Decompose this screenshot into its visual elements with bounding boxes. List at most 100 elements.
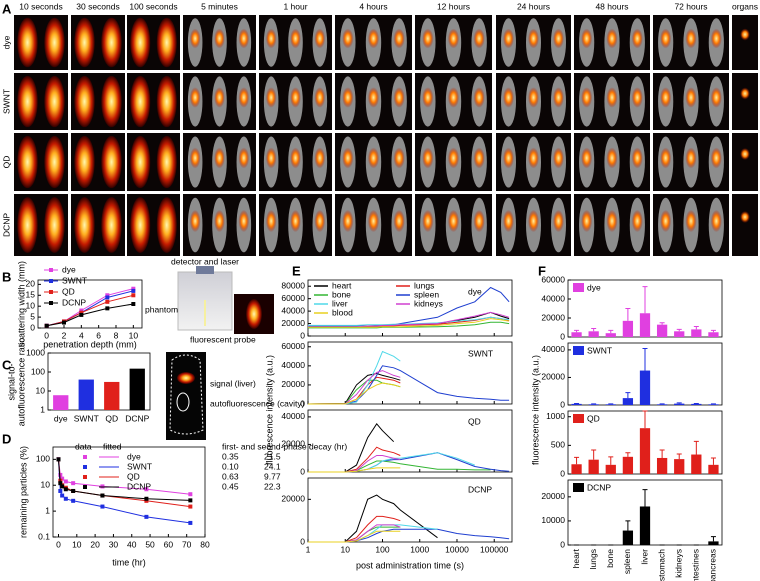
mouse-signal	[581, 147, 593, 169]
legend-marker	[83, 455, 87, 459]
table-cell: 0.10	[222, 461, 239, 471]
series-line	[308, 321, 510, 329]
mouse-signal	[189, 147, 201, 169]
mouse-signal	[393, 147, 405, 169]
series-line	[308, 467, 401, 473]
series-line	[308, 494, 438, 543]
bar	[708, 404, 719, 405]
legend-marker	[49, 290, 53, 294]
series-line	[308, 311, 510, 328]
x-tick-label: 20	[90, 539, 100, 549]
mouse-signal	[393, 28, 405, 49]
x-tick-label: kidneys	[673, 549, 683, 578]
column-label: 12 hours	[437, 1, 470, 11]
error-bar	[693, 440, 699, 455]
marker	[188, 492, 193, 497]
x-tick-label: 50	[145, 539, 155, 549]
legend-marker	[83, 475, 87, 479]
mouse-signal	[528, 147, 539, 169]
panel-letter: D	[2, 431, 11, 446]
x-tick-label: 40	[127, 539, 137, 549]
mouse-glow	[17, 135, 38, 189]
mouse-signal	[314, 87, 326, 108]
mouse-signal	[710, 87, 722, 108]
mouse-signal	[503, 209, 514, 233]
x-tick-label: 0	[56, 539, 61, 549]
series-line	[307, 365, 510, 405]
x-tick-label: 0	[44, 330, 49, 340]
legend-label: QD	[127, 471, 140, 481]
bar	[656, 324, 668, 337]
mouse-signal	[238, 209, 250, 233]
marker	[56, 457, 61, 462]
legend-header: data	[75, 441, 92, 451]
bar	[605, 404, 616, 405]
mouse-signal	[214, 28, 225, 49]
panel-letter: B	[2, 269, 11, 284]
x-tick-label: 8	[114, 330, 119, 340]
image-tile	[732, 194, 758, 256]
bar	[691, 403, 702, 405]
column-label: 1 hour	[283, 1, 307, 11]
mouse-glow	[17, 17, 38, 68]
y-tick-label: 60000	[541, 274, 565, 284]
bar	[691, 329, 702, 337]
bar	[639, 313, 651, 337]
mouse-signal	[290, 87, 301, 108]
y-tick-label: 0	[300, 536, 305, 546]
error-bar	[659, 322, 665, 325]
mouse-signal	[367, 209, 380, 233]
column-label: 48 hours	[595, 1, 628, 11]
mouse-glow	[156, 17, 177, 68]
liver-signal	[177, 372, 195, 384]
y-tick-label: 0	[560, 468, 565, 478]
error-bar	[642, 348, 648, 371]
legend-marker	[49, 279, 53, 283]
mouse-signal	[342, 209, 354, 233]
mouse-signal	[290, 147, 301, 169]
error-bar	[608, 456, 614, 465]
error-bar	[608, 329, 614, 334]
image-tile	[732, 73, 758, 130]
series-line	[308, 526, 401, 543]
y-axis-label: scattering width (mm)	[16, 261, 26, 347]
x-tick-label: dye	[54, 413, 68, 423]
mouse-signal	[238, 28, 250, 49]
mouse-signal	[503, 147, 514, 169]
bar	[622, 398, 634, 405]
marker	[60, 476, 65, 481]
legend-marker	[83, 485, 87, 489]
bar	[588, 459, 599, 474]
plot-frame	[307, 477, 513, 543]
mouse-glow	[74, 75, 95, 128]
column-label: organs	[732, 1, 758, 11]
y-tick-label: 40000	[281, 305, 305, 315]
x-tick-label: 100000	[480, 544, 509, 554]
x-axis-label: post administration time (s)	[356, 560, 464, 570]
bar	[674, 331, 685, 337]
x-tick-label: heart	[571, 548, 581, 568]
mouse-glow	[44, 17, 65, 68]
y-tick-label: 20000	[541, 491, 565, 501]
mouse-signal	[631, 147, 643, 169]
x-tick-label: 70	[182, 539, 192, 549]
bar	[656, 457, 668, 474]
marker	[105, 293, 110, 298]
x-tick-label: intestines	[691, 549, 701, 581]
legend-label: dye	[587, 282, 601, 292]
series-line	[58, 459, 191, 501]
mouse-signal	[473, 87, 485, 108]
marker	[131, 288, 136, 293]
mouse-signal	[528, 209, 539, 233]
organ-glow	[740, 28, 750, 41]
mouse-signal	[422, 209, 434, 233]
mouse-signal	[342, 87, 354, 108]
organ-glow	[740, 148, 750, 160]
mouse-glow	[156, 197, 177, 253]
x-tick-label: QD	[105, 413, 118, 423]
legend-label: DCNP	[587, 482, 611, 492]
legend-label: SWNT	[127, 461, 152, 471]
y-tick-label: 10000	[541, 515, 565, 525]
y-axis-label: fluorescence intensity (a.u.)	[264, 355, 274, 465]
